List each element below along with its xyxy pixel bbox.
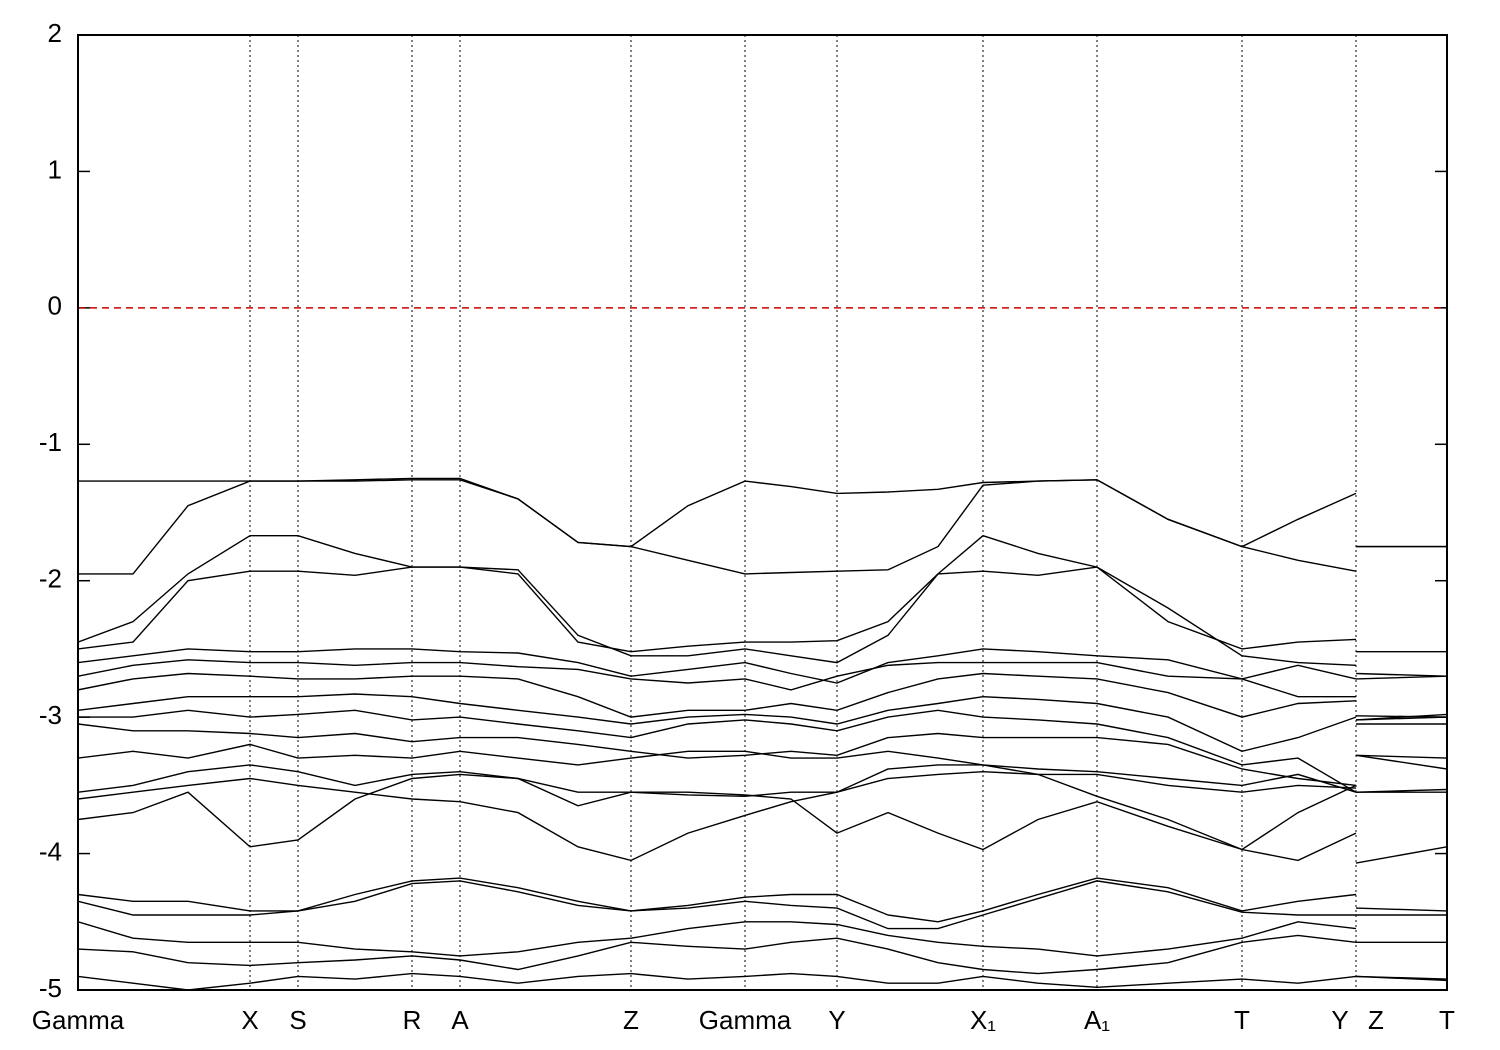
band-line [78, 764, 1447, 798]
x-tick-label: X [241, 1005, 258, 1035]
band-line [78, 921, 1447, 957]
x-tick-label: T [1439, 1005, 1455, 1035]
y-tick-label: 1 [48, 154, 62, 184]
x-tick-label: Gamma [32, 1005, 125, 1035]
band-line [78, 693, 1447, 753]
y-tick-label: -5 [39, 973, 62, 1003]
y-tick-label: -2 [39, 564, 62, 594]
x-tick-label: A₁ [1084, 1005, 1110, 1035]
band-line [78, 566, 1447, 677]
x-tick-label: R [403, 1005, 422, 1035]
x-tick-label: Gamma [699, 1005, 792, 1035]
band-line [78, 764, 1447, 864]
x-tick-label: Y [1331, 1005, 1348, 1035]
x-tick-label: A [451, 1005, 469, 1035]
x-tick-label: Z [623, 1005, 639, 1035]
band-line [78, 713, 1447, 862]
plot-frame [77, 34, 1448, 991]
band-line [78, 479, 1447, 575]
x-tick-label: X₁ [970, 1005, 996, 1035]
band-line [78, 648, 1447, 684]
x-tick-label: T [1234, 1005, 1250, 1035]
y-tick-label: 0 [48, 291, 62, 321]
bands [78, 477, 1447, 990]
y-tick-label: 2 [48, 18, 62, 48]
x-tick-label: S [289, 1005, 306, 1035]
y-tick-label: -1 [39, 427, 62, 457]
band-line [78, 972, 1447, 990]
y-tick-label: -3 [39, 700, 62, 730]
band-line [78, 709, 1447, 793]
band-line [78, 534, 1447, 653]
band-line [78, 880, 1447, 930]
x-tick-label: Y [828, 1005, 845, 1035]
band-line [78, 659, 1447, 718]
y-tick-label: -4 [39, 836, 62, 866]
x-tick-label: Z [1368, 1005, 1384, 1035]
band-line [78, 743, 1447, 793]
